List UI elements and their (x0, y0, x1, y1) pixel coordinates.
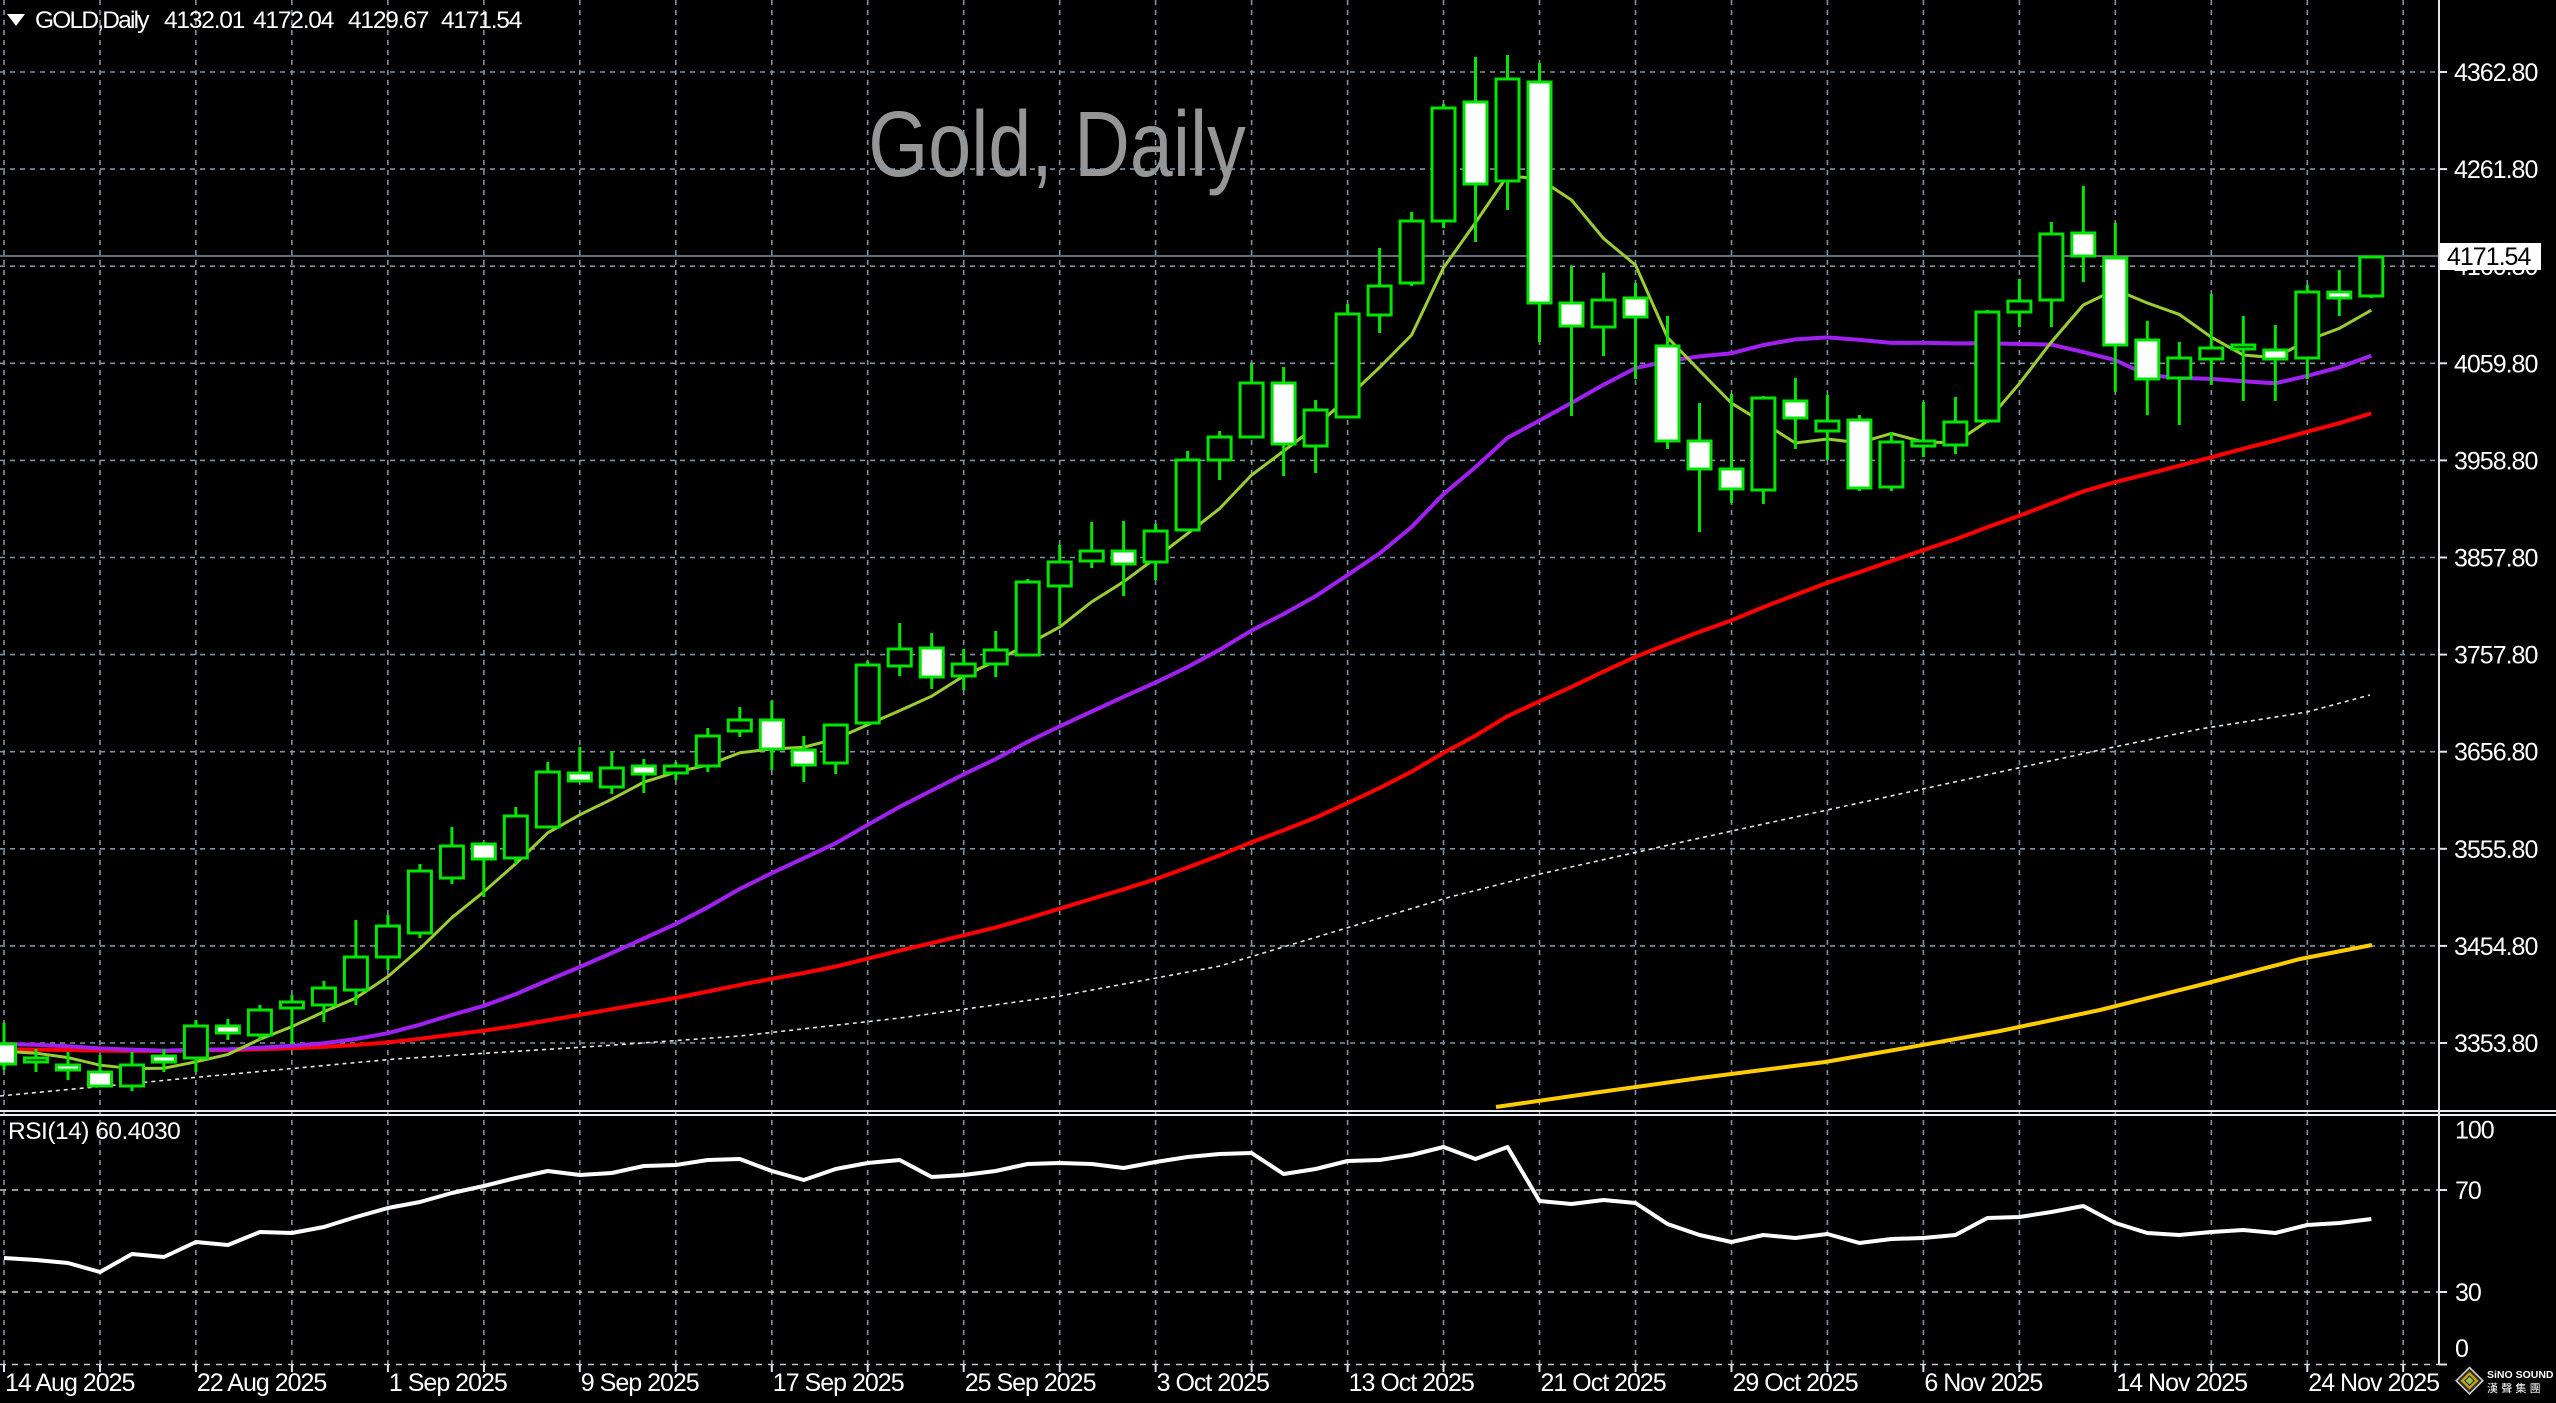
svg-text:4172.04: 4172.04 (253, 7, 334, 34)
svg-text:3958.80: 3958.80 (2454, 447, 2537, 475)
svg-text:SiNO SOUND: SiNO SOUND (2487, 1369, 2554, 1381)
svg-text:4171.54: 4171.54 (441, 7, 522, 34)
svg-text:9 Sep 2025: 9 Sep 2025 (581, 1369, 699, 1397)
svg-text:29 Oct 2025: 29 Oct 2025 (1733, 1369, 1858, 1397)
svg-text:3857.80: 3857.80 (2454, 545, 2537, 573)
svg-text:3757.80: 3757.80 (2454, 642, 2537, 670)
svg-text:14 Nov 2025: 14 Nov 2025 (2116, 1369, 2247, 1397)
svg-text:4362.80: 4362.80 (2454, 59, 2537, 87)
svg-text:30: 30 (2455, 1279, 2481, 1307)
svg-text:3656.80: 3656.80 (2454, 739, 2537, 767)
svg-text:1 Sep 2025: 1 Sep 2025 (389, 1369, 507, 1397)
svg-text:3555.80: 3555.80 (2454, 836, 2537, 864)
svg-text:70: 70 (2455, 1177, 2481, 1205)
svg-text:4129.67: 4129.67 (348, 7, 429, 34)
svg-text:RSI(14) 60.4030: RSI(14) 60.4030 (8, 1118, 180, 1145)
svg-text:6 Nov 2025: 6 Nov 2025 (1924, 1369, 2042, 1397)
svg-text:4171.54: 4171.54 (2447, 243, 2531, 271)
svg-text:4132.01: 4132.01 (164, 7, 245, 34)
svg-text:3 Oct 2025: 3 Oct 2025 (1157, 1369, 1269, 1397)
svg-text:0: 0 (2455, 1335, 2468, 1363)
svg-text:3454.80: 3454.80 (2454, 933, 2537, 961)
svg-text:13 Oct 2025: 13 Oct 2025 (1349, 1369, 1474, 1397)
svg-text:100: 100 (2455, 1117, 2494, 1145)
svg-text:14 Aug 2025: 14 Aug 2025 (5, 1369, 135, 1397)
svg-text:25 Sep 2025: 25 Sep 2025 (965, 1369, 1096, 1397)
svg-text:17 Sep 2025: 17 Sep 2025 (773, 1369, 904, 1397)
svg-text:漢聲集團: 漢聲集團 (2487, 1381, 2544, 1395)
svg-text:4261.80: 4261.80 (2454, 156, 2537, 184)
svg-text:4059.80: 4059.80 (2454, 350, 2537, 378)
svg-text:GOLD,Daily: GOLD,Daily (35, 7, 150, 34)
svg-text:22 Aug 2025: 22 Aug 2025 (197, 1369, 327, 1397)
svg-text:21 Oct 2025: 21 Oct 2025 (1541, 1369, 1666, 1397)
svg-text:3353.80: 3353.80 (2454, 1030, 2537, 1058)
svg-text:24 Nov 2025: 24 Nov 2025 (2308, 1369, 2439, 1397)
svg-text:Gold, Daily: Gold, Daily (868, 93, 1246, 196)
